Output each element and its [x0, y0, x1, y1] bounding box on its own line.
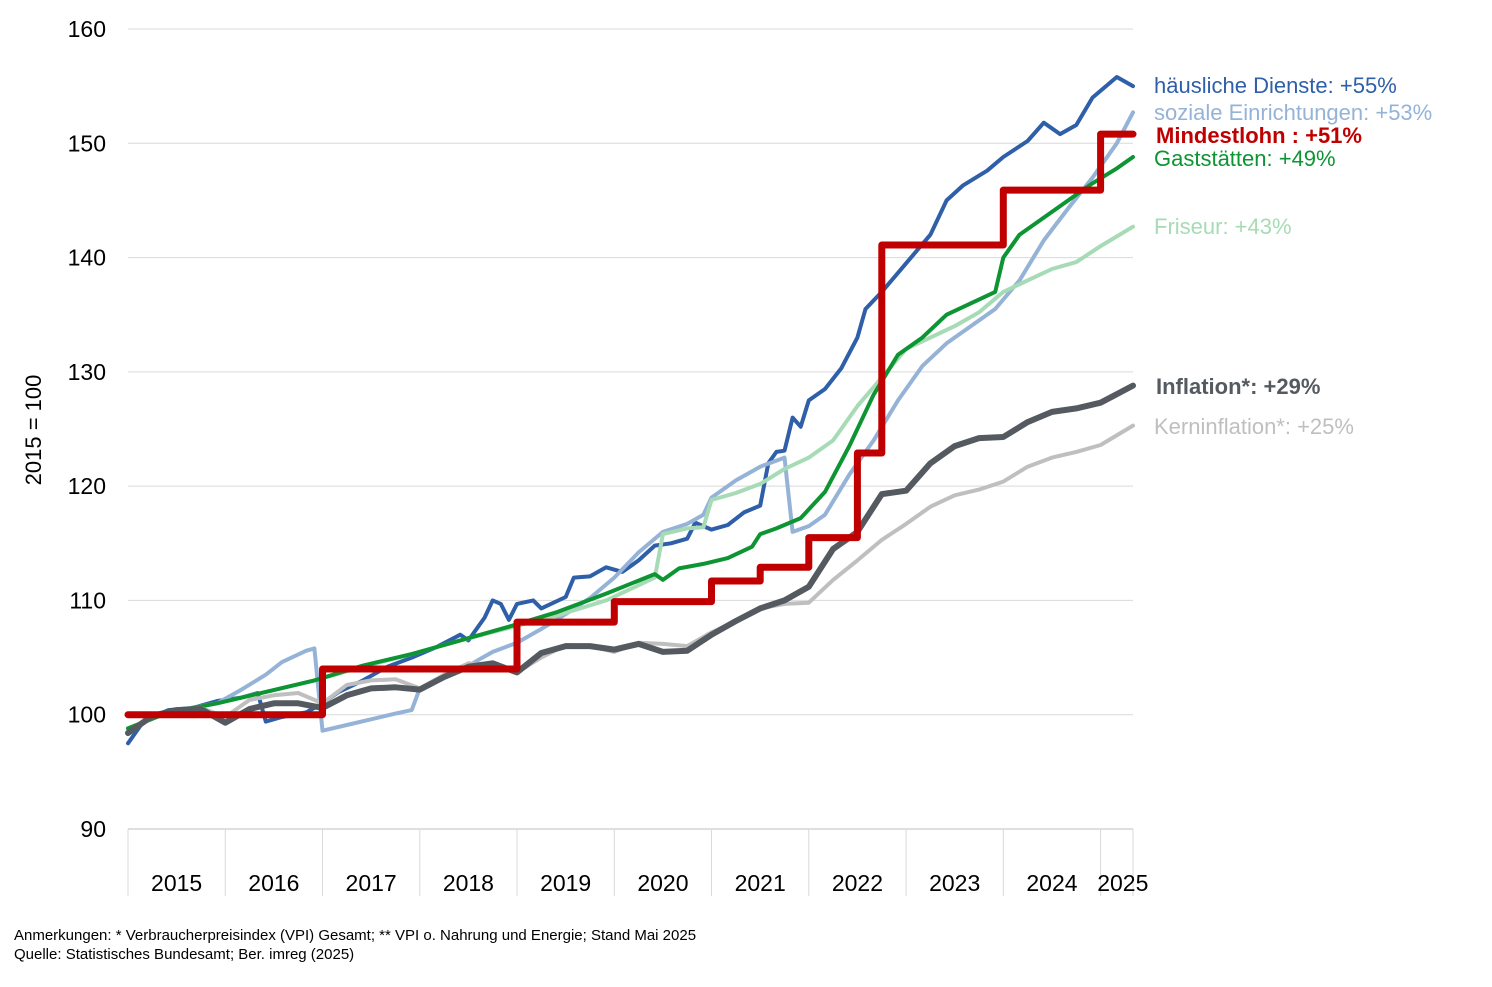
- x-tick-label: 2020: [637, 870, 688, 896]
- end-label: soziale Einrichtungen: +53%: [1154, 100, 1432, 125]
- footnote-source: Quelle: Statistisches Bundesamt; Ber. im…: [14, 946, 355, 963]
- x-axis: 2015 2016 2017 2018 2019 2020 2021 2022 2023 2024…: [127, 829, 1148, 896]
- x-tick-label: 2022: [832, 870, 883, 896]
- end-label: Kerninflation*: +25%: [1154, 414, 1354, 439]
- y-tick-label: 130: [68, 359, 106, 385]
- gridlines: [128, 28, 1133, 830]
- y-tick-label: 150: [68, 130, 106, 156]
- footnotes: Anmerkungen: * Verbraucherpreisindex (VP…: [14, 926, 696, 964]
- y-axis: 90 100 110 120 130 140 150 160: [68, 16, 106, 842]
- series-lines: [124, 75, 1137, 746]
- y-axis-label: 2015 = 100: [21, 375, 46, 486]
- chart: 90 100 110 120 130 140 150 160 2015 2016 2017 2018…: [21, 16, 1432, 896]
- x-tick-label: 2023: [929, 870, 980, 896]
- y-tick-label: 160: [68, 16, 106, 42]
- end-label: Gaststätten: +49%: [1154, 146, 1336, 171]
- y-tick-label: 120: [68, 473, 106, 499]
- x-tick-label: 2015: [151, 870, 202, 896]
- x-tick-label: 2021: [735, 870, 786, 896]
- x-tick-label: 2019: [540, 870, 591, 896]
- x-tick-label: 2017: [346, 870, 397, 896]
- footnote-remarks: Anmerkungen: * Verbraucherpreisindex (VP…: [14, 927, 697, 944]
- x-tick-label: 2016: [248, 870, 299, 896]
- end-label: häusliche Dienste: +55%: [1154, 73, 1397, 98]
- series-line-5: [125, 382, 1136, 736]
- y-tick-label: 140: [68, 245, 106, 271]
- end-label: Friseur: +43%: [1154, 214, 1292, 239]
- y-tick-label: 110: [69, 587, 106, 613]
- series-line-6: [124, 130, 1137, 719]
- x-tick-label: 2018: [443, 870, 494, 896]
- end-label: Mindestlohn : +51%: [1156, 123, 1362, 148]
- y-tick-label: 90: [80, 816, 106, 842]
- y-tick-label: 100: [68, 702, 106, 728]
- series-line-2: [126, 224, 1135, 731]
- end-labels: häusliche Dienste: +55%soziale Einrichtu…: [1154, 73, 1432, 439]
- end-label: Inflation*: +29%: [1156, 374, 1320, 399]
- x-tick-label: 2024: [1026, 870, 1077, 896]
- series-line-1: [126, 110, 1135, 734]
- x-tick-label: 2025: [1097, 870, 1148, 896]
- series-line-3: [126, 155, 1135, 731]
